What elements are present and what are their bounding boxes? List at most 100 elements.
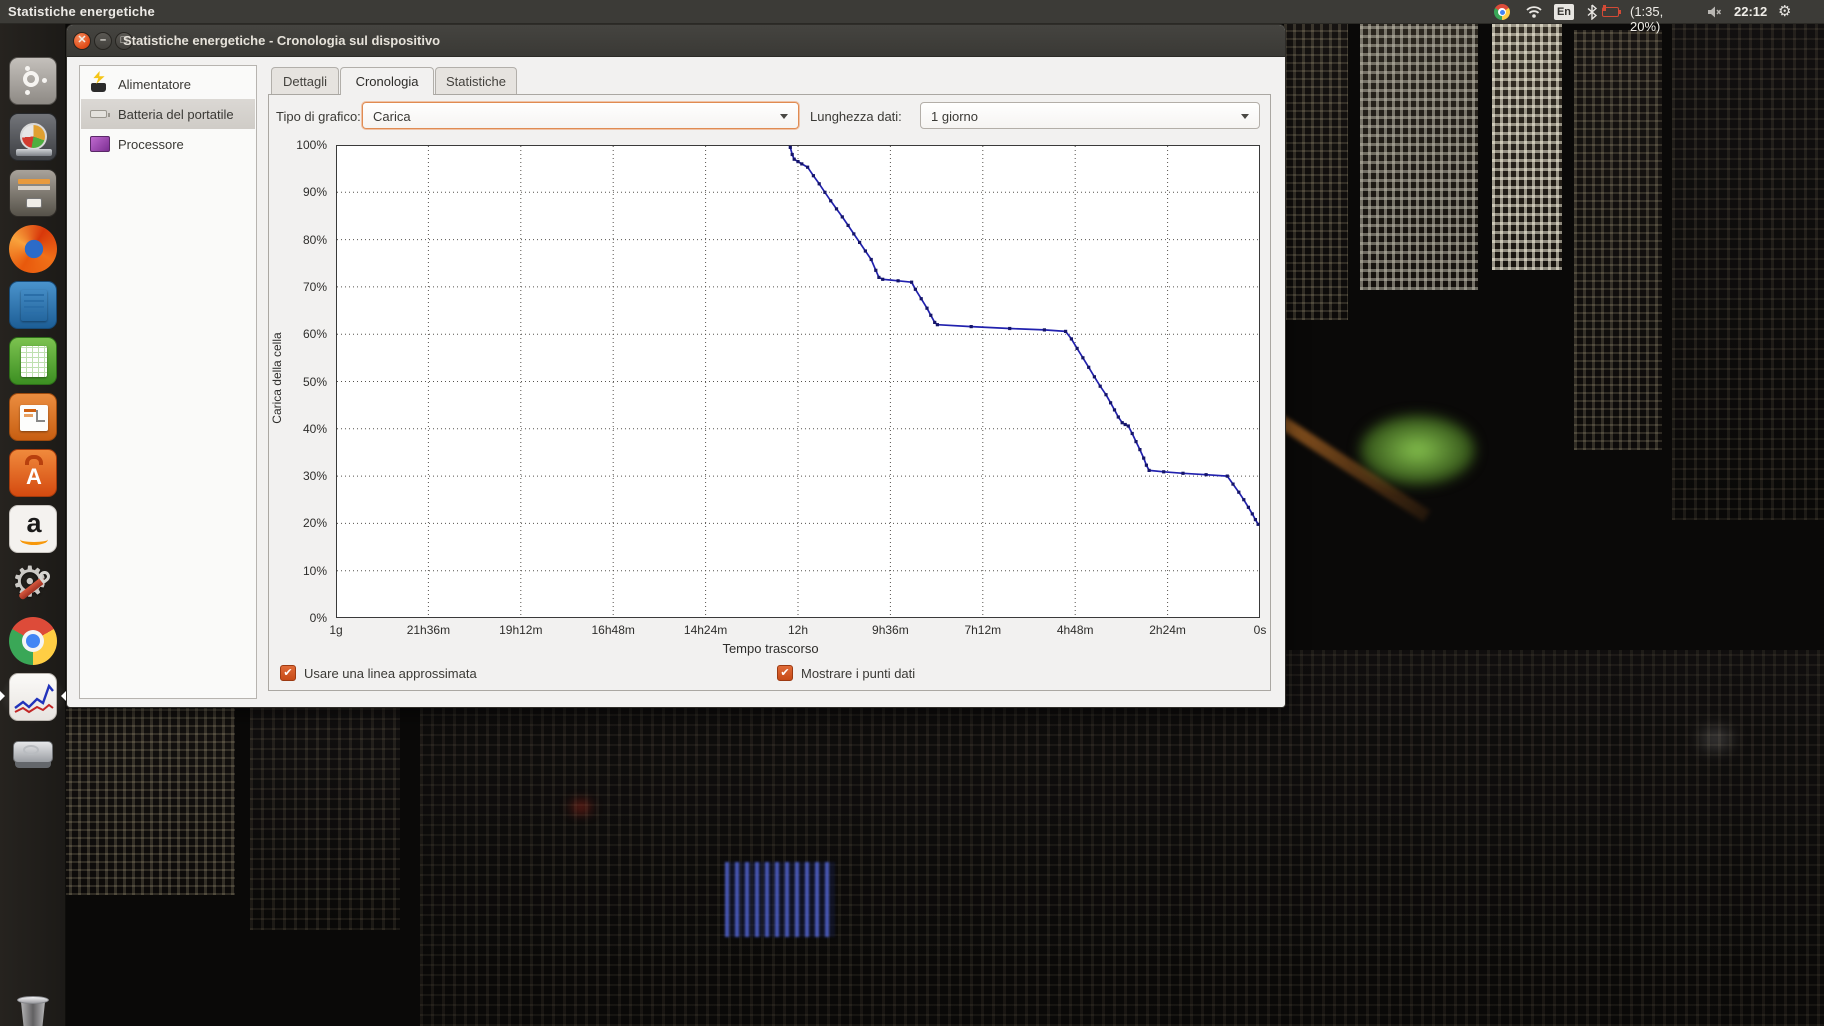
bg-blue-building — [725, 862, 835, 937]
y-tick-label: 60% — [302, 327, 327, 342]
x-tick-label: 9h36m — [872, 623, 909, 637]
x-tick-label: 12h — [787, 623, 809, 637]
launcher-item-impress[interactable] — [0, 390, 66, 444]
disk-usage-analyzer-icon — [9, 113, 57, 161]
power-statistics-icon — [9, 673, 57, 721]
processor-icon — [88, 133, 112, 155]
bg-city-lower — [420, 650, 1824, 1026]
laptop-battery-icon — [88, 103, 112, 125]
y-tick-label: 20% — [302, 516, 327, 531]
x-tick-label: 21h36m — [406, 623, 451, 637]
launcher-item-firefox[interactable] — [0, 222, 66, 276]
smooth-line-option[interactable]: ✔ Usare una linea approssimata — [280, 665, 580, 683]
y-tick-label: 90% — [302, 185, 327, 200]
software-center-icon: A — [9, 449, 57, 497]
y-tick-label: 0% — [309, 611, 327, 625]
minimize-button[interactable]: – — [94, 32, 112, 50]
tab-cronologia[interactable]: Cronologia — [340, 67, 434, 95]
launcher-item-archive[interactable] — [0, 166, 66, 220]
y-tick-label: 100% — [296, 138, 327, 152]
x-tick-label: 1g — [329, 623, 343, 637]
libreoffice-writer-icon — [9, 281, 57, 329]
tab-statistiche[interactable]: Statistiche — [435, 67, 517, 94]
sidebar-item-alimentatore[interactable]: Alimentatore — [81, 69, 255, 99]
launcher-item-writer[interactable] — [0, 278, 66, 332]
tab-content: Tipo di grafico: Carica Lunghezza dati: … — [268, 94, 1271, 691]
panel-app-title: Statistiche energetiche — [8, 4, 155, 19]
window-title: Statistiche energetiche - Cronologia sul… — [123, 33, 441, 48]
session-gear-icon[interactable]: ⚙ — [1778, 3, 1792, 20]
history-chart: Carica della cella Tempo trascorso 0% 10%… — [269, 131, 1272, 656]
x-tick-label: 16h48m — [591, 623, 635, 637]
battery-status[interactable]: (1:35, 20%) — [1630, 4, 1664, 34]
keyboard-indicator[interactable]: En — [1554, 4, 1574, 20]
wifi-icon[interactable] — [1526, 4, 1542, 20]
bg-park — [1360, 415, 1475, 485]
launcher-item-baobab[interactable] — [0, 110, 66, 164]
launcher-item-chromium[interactable] — [0, 614, 66, 668]
checkbox-label: Mostrare i punti dati — [801, 666, 916, 681]
launcher-item-dash[interactable] — [0, 54, 66, 108]
file-archiver-icon — [9, 169, 57, 217]
hard-disk-icon — [9, 729, 57, 777]
bg-building — [1672, 0, 1824, 520]
maximize-button[interactable]: □ — [115, 32, 133, 50]
launcher-item-trash[interactable] — [0, 986, 66, 1026]
checkbox-checked-icon[interactable]: ✔ — [777, 665, 793, 681]
checkbox-label: Usare una linea approssimata — [304, 666, 477, 681]
y-tick-label: 80% — [302, 232, 327, 247]
bg-building — [250, 700, 400, 930]
focused-arrow-icon — [61, 691, 66, 701]
libreoffice-calc-icon — [9, 337, 57, 385]
x-tick-label: 0s — [1253, 623, 1267, 637]
chevron-down-icon — [1241, 114, 1249, 119]
bluetooth-icon[interactable] — [1584, 4, 1600, 20]
launcher-item-settings[interactable]: ⚙ — [0, 558, 66, 612]
bg-building — [1574, 30, 1662, 450]
firefox-icon — [9, 225, 57, 273]
amazon-icon: a — [9, 505, 57, 553]
data-length-dropdown[interactable]: 1 giorno — [920, 102, 1260, 129]
x-axis-title: Tempo trascorso — [722, 641, 819, 656]
data-length-label: Lunghezza dati: — [810, 109, 902, 124]
launcher-item-disk[interactable] — [0, 726, 66, 780]
graph-type-dropdown[interactable]: Carica — [362, 102, 799, 129]
chrome-icon[interactable] — [1494, 4, 1510, 20]
top-panel: Statistiche energetiche En (1:35, 20%) — [0, 0, 1824, 34]
x-tick-label: 2h24m — [1149, 623, 1186, 637]
launcher-item-calc[interactable] — [0, 334, 66, 388]
launcher-item-stats[interactable] — [0, 670, 66, 724]
graph-type-value: Carica — [373, 109, 411, 124]
trash-icon — [9, 989, 57, 1026]
y-tick-label: 30% — [302, 469, 327, 484]
checkbox-checked-icon[interactable]: ✔ — [280, 665, 296, 681]
y-tick-label: 40% — [302, 421, 327, 436]
y-tick-label: 10% — [302, 563, 327, 578]
running-arrow-icon — [0, 691, 5, 701]
system-settings-icon: ⚙ — [9, 558, 57, 609]
show-points-option[interactable]: ✔ Mostrare i punti dati — [777, 665, 1077, 683]
battery-icon[interactable] — [1602, 4, 1624, 20]
bg-building — [1360, 0, 1478, 290]
close-button[interactable]: ✕ — [73, 32, 91, 50]
sidebar-item-batteria-del-portatile[interactable]: Batteria del portatile — [81, 99, 255, 129]
x-tick-label: 4h48m — [1056, 623, 1094, 637]
bg-building — [1284, 0, 1348, 320]
chart-plot-area — [336, 145, 1260, 618]
bg-red-light — [568, 800, 594, 814]
y-tick-label: 70% — [302, 279, 327, 294]
chromium-icon — [9, 617, 57, 665]
window-titlebar[interactable]: ✕ – □ Statistiche energetiche - Cronolog… — [67, 25, 1285, 57]
volume-muted-icon[interactable] — [1706, 4, 1722, 20]
x-tick-label: 14h24m — [683, 623, 728, 637]
data-length-value: 1 giorno — [931, 109, 978, 124]
launcher-item-software[interactable]: A — [0, 446, 66, 500]
chevron-down-icon — [780, 114, 788, 119]
x-tick-label: 7h12m — [964, 623, 1002, 637]
tab-dettagli[interactable]: Dettagli — [271, 67, 339, 94]
launcher-item-amazon[interactable]: a — [0, 502, 66, 556]
sidebar-item-processore[interactable]: Processore — [81, 129, 255, 159]
clock[interactable]: 22:12 — [1734, 4, 1768, 19]
